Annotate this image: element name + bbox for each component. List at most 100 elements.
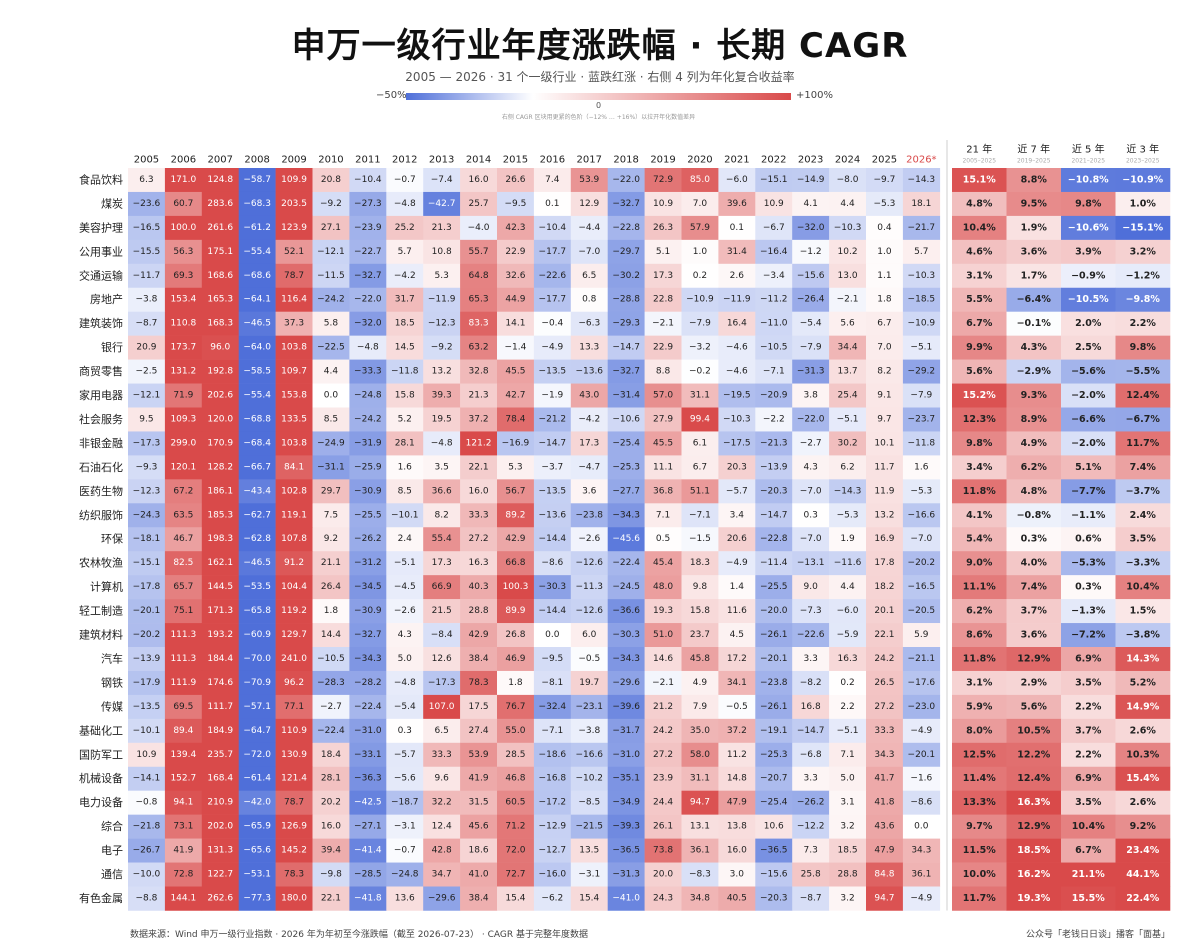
heatmap-cell — [755, 455, 793, 480]
cell-value: 153.8 — [281, 391, 307, 401]
cell-value: −29.6 — [428, 893, 456, 903]
cell-value: −12.1 — [133, 391, 161, 401]
heatmap-cell — [533, 647, 572, 672]
heatmap-cell — [423, 647, 461, 672]
cell-value: 39.4 — [321, 846, 341, 856]
scale-note: 右侧 CAGR 区块用更紧的色阶（−12% … +16%）以拉开年化数值差异 — [501, 114, 696, 121]
cell-value: 203.5 — [281, 199, 307, 209]
heatmap-cell — [349, 383, 387, 408]
heatmap-cell — [238, 623, 276, 648]
heatmap-cell — [349, 239, 387, 265]
cell-value: −20.1 — [908, 750, 936, 760]
heatmap-cell — [570, 263, 608, 289]
color-scale-bar — [406, 93, 791, 100]
cell-value: 9.7 — [877, 414, 891, 424]
heatmap-cell — [497, 503, 535, 528]
heatmap-cell — [866, 287, 904, 312]
cagr-cell — [1006, 790, 1062, 815]
heatmap-cell — [423, 263, 461, 289]
heatmap-cell — [423, 742, 461, 768]
scale-mid-label: 0 — [595, 101, 602, 110]
cell-value: −68.6 — [243, 271, 271, 281]
heatmap-cell — [681, 647, 719, 672]
cell-value: −25.5 — [760, 582, 788, 592]
heatmap-cell — [866, 862, 904, 887]
cell-value: −7.1 — [689, 510, 711, 520]
cagr-cell — [1006, 527, 1062, 552]
cagr-cell — [952, 742, 1007, 768]
heatmap-cell — [275, 527, 313, 552]
heatmap-cell — [386, 670, 424, 696]
cell-value: 131.3 — [207, 846, 233, 856]
heatmap-cell — [533, 838, 572, 863]
heatmap-cell — [164, 766, 203, 791]
heatmap-cell — [718, 766, 756, 791]
heatmap-cell — [829, 479, 867, 504]
cagr-cell — [1061, 527, 1116, 552]
cell-value: 66.9 — [432, 582, 452, 592]
heatmap-cell — [164, 575, 203, 600]
heatmap-cell — [755, 647, 793, 672]
cell-value: 210.9 — [207, 798, 233, 808]
heatmap-cell — [607, 694, 645, 720]
heatmap-cell — [755, 263, 793, 289]
heatmap-cell — [866, 766, 904, 791]
cell-value: 27.9 — [653, 414, 673, 424]
heatmap-cell — [902, 551, 941, 576]
cell-value: 11.9 — [874, 486, 894, 496]
cell-value: 33.3 — [432, 750, 452, 760]
cell-value: −26.7 — [133, 846, 161, 856]
cell-value: −6.2 — [541, 893, 563, 903]
cell-value: 91.2 — [284, 558, 304, 568]
heatmap-cell — [866, 814, 904, 839]
cell-value: 15.4 — [505, 893, 525, 903]
heatmap-cell — [164, 623, 203, 648]
cell-value: −2.7 — [800, 438, 822, 448]
cagr-cell — [1006, 647, 1062, 672]
heatmap-cell — [497, 575, 535, 600]
heatmap-cell — [201, 383, 239, 408]
heatmap-cell — [792, 479, 830, 504]
heatmap-cell — [792, 527, 830, 552]
cell-value: 6.2 — [840, 462, 854, 472]
heatmap-cell — [570, 647, 608, 672]
cagr-value: 14.9% — [1126, 701, 1159, 712]
cell-value: 7.5 — [324, 510, 338, 520]
cell-value: −46.5 — [243, 319, 271, 329]
cell-value: −8.3 — [689, 870, 711, 880]
cell-value: −58.7 — [243, 175, 271, 185]
cagr-value: 15.1% — [963, 174, 996, 185]
heatmap-cell — [533, 862, 572, 887]
cell-value: −9.3 — [136, 462, 158, 472]
cell-value: 31.4 — [727, 247, 747, 257]
cell-value: −19.5 — [723, 391, 751, 401]
cagr-cell — [1061, 575, 1116, 600]
cell-value: −22.6 — [797, 630, 825, 640]
heatmap-cell — [128, 455, 166, 480]
cagr-cell — [1115, 886, 1171, 911]
heatmap-cell — [275, 239, 313, 265]
heatmap-cell — [644, 647, 682, 672]
cell-value: −13.9 — [133, 654, 161, 664]
heatmap-cell — [164, 311, 203, 336]
column-header-year: 2020 — [687, 155, 712, 166]
cell-value: −12.6 — [575, 558, 603, 568]
heatmap-cell — [755, 168, 793, 193]
cell-value: 5.2 — [398, 414, 412, 424]
row-label-industry: 医药生物 — [79, 484, 123, 498]
cell-value: −6.0 — [837, 606, 859, 616]
cell-value: −4.6 — [726, 343, 748, 353]
cell-value: 16.0 — [469, 175, 489, 185]
cell-value: 6.1 — [693, 438, 707, 448]
heatmap-cell — [201, 263, 239, 289]
heatmap-cell — [275, 670, 313, 696]
cell-value: −20.3 — [760, 486, 788, 496]
cagr-value: 15.5% — [1072, 893, 1105, 904]
heatmap-cell — [644, 527, 682, 552]
cell-value: −62.8 — [243, 534, 271, 544]
cagr-cell — [1006, 862, 1062, 887]
heatmap-cell — [570, 168, 608, 193]
cell-value: 25.2 — [395, 223, 415, 233]
cell-value: −22.4 — [612, 558, 640, 568]
cagr-value: 1.9% — [1021, 222, 1048, 233]
